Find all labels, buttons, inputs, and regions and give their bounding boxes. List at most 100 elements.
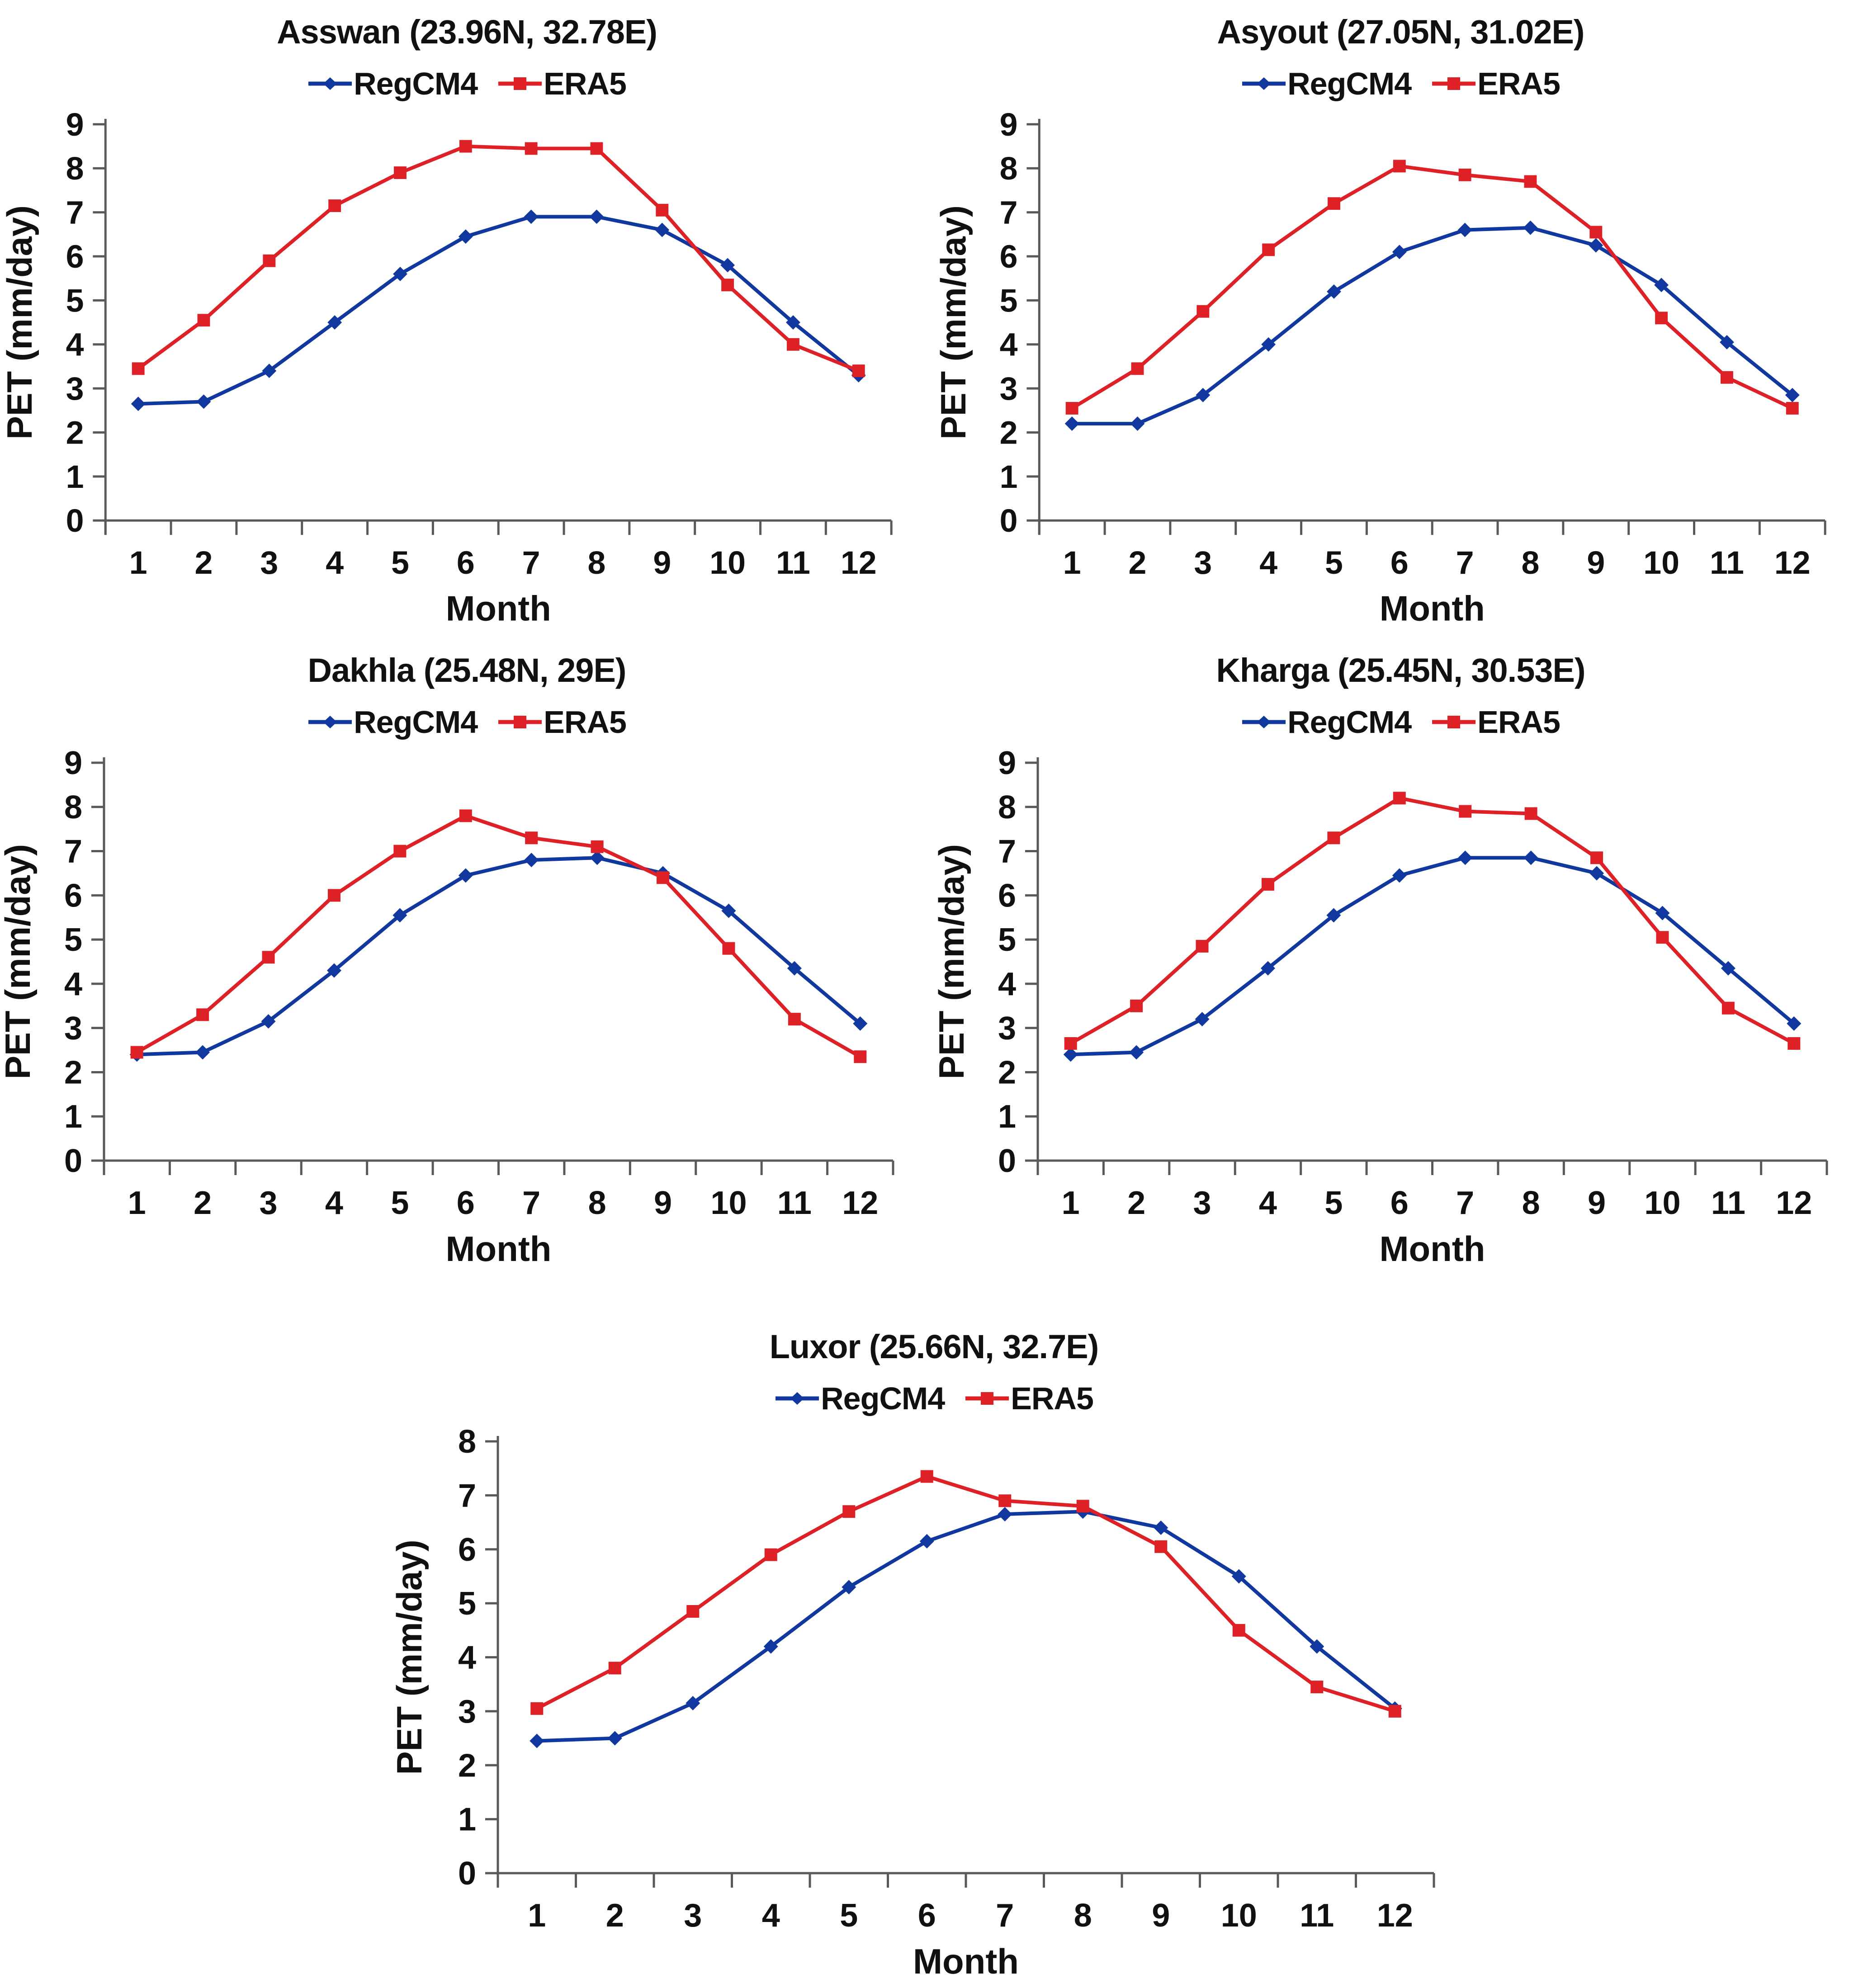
x-tick-label: 9: [654, 1185, 672, 1221]
y-tick-label: 4: [1000, 326, 1018, 363]
x-tick-label: 4: [1259, 545, 1277, 581]
x-tick-label: 1: [1063, 545, 1081, 581]
x-tick-label: 9: [653, 545, 671, 581]
y-axis-label: PET (mm/day): [0, 844, 38, 1079]
data-point: [1064, 1037, 1077, 1050]
x-tick-label: 10: [1644, 1185, 1680, 1221]
x-tick-label: 6: [457, 545, 475, 581]
data-point: [686, 1605, 699, 1618]
x-tick-label: 10: [1643, 545, 1679, 581]
y-tick-label: 7: [998, 834, 1016, 870]
x-tick-label: 11: [1711, 1185, 1745, 1221]
regcm4-line-diamond-icon: [1242, 716, 1286, 729]
x-tick-label: 4: [761, 1898, 780, 1934]
data-point: [656, 203, 669, 217]
data-point: [327, 889, 340, 902]
data-point: [655, 222, 670, 237]
x-tick-label: 4: [1259, 1185, 1277, 1221]
data-point: [1392, 245, 1407, 259]
legend-label-regcm4: RegCM4: [354, 704, 478, 740]
y-tick-label: 2: [64, 1055, 82, 1091]
y-tick-label: 8: [66, 151, 84, 187]
series-era5: [132, 140, 865, 377]
y-tick-label: 8: [458, 1426, 476, 1460]
data-point: [721, 903, 736, 918]
data-point: [1457, 222, 1472, 237]
y-axis-label: PET (mm/day): [934, 844, 971, 1079]
y-axis-label: PET (mm/day): [934, 205, 973, 439]
x-tick-label: 9: [1587, 545, 1605, 581]
y-tick-label: 4: [458, 1640, 476, 1676]
data-point: [196, 394, 211, 409]
data-point: [262, 363, 277, 378]
x-tick-label: 3: [1194, 545, 1212, 581]
x-tick-label: 4: [326, 545, 344, 581]
data-point: [195, 1045, 210, 1060]
data-point: [1065, 401, 1078, 415]
x-axis-label: Month: [446, 1229, 552, 1269]
y-tick-label: 3: [66, 371, 84, 407]
data-point: [920, 1470, 933, 1483]
x-tick-label: 2: [1127, 1185, 1145, 1221]
data-point: [722, 942, 735, 955]
y-tick-label: 8: [1000, 151, 1018, 187]
y-tick-label: 9: [64, 749, 82, 781]
era5-line-square-icon: [498, 77, 542, 90]
y-tick-label: 7: [66, 194, 84, 231]
x-tick-label: 11: [777, 1185, 812, 1221]
era5-line-square-icon: [1432, 77, 1476, 90]
data-point: [1261, 878, 1274, 891]
data-point: [1388, 1705, 1401, 1718]
data-point: [458, 229, 473, 244]
legend-luxor: RegCM4 ERA5: [775, 1378, 1094, 1419]
data-point: [997, 1507, 1012, 1522]
data-point: [763, 1639, 778, 1654]
x-tick-label: 10: [709, 545, 746, 581]
x-tick-label: 2: [1129, 545, 1147, 581]
x-tick-label: 3: [260, 545, 278, 581]
y-tick-label: 9: [66, 111, 84, 143]
data-point: [1196, 387, 1211, 402]
data-point: [1459, 805, 1472, 818]
x-tick-label: 7: [522, 545, 540, 581]
x-tick-label: 7: [522, 1185, 540, 1221]
data-point: [130, 1046, 143, 1059]
data-point: [1719, 335, 1734, 349]
data-point: [196, 1008, 209, 1021]
data-point: [608, 1662, 621, 1675]
data-point: [1458, 168, 1471, 181]
data-point: [1130, 999, 1143, 1012]
regcm4-line-diamond-icon: [308, 77, 352, 90]
data-point: [525, 142, 538, 155]
series-era5: [130, 809, 867, 1063]
data-point: [1076, 1500, 1089, 1513]
y-tick-label: 4: [64, 966, 82, 1002]
y-tick-label: 3: [1000, 371, 1018, 407]
y-tick-label: 6: [64, 878, 82, 914]
data-point: [530, 1702, 543, 1715]
y-tick-label: 8: [998, 789, 1016, 826]
x-axis-label: Month: [446, 589, 551, 628]
data-point: [1788, 1037, 1801, 1050]
data-point: [1131, 362, 1144, 375]
legend-item-regcm4: RegCM4: [775, 1380, 945, 1417]
data-point: [1231, 1569, 1246, 1584]
x-tick-label: 6: [457, 1185, 475, 1221]
legend-item-era5: ERA5: [965, 1380, 1094, 1417]
data-point: [764, 1548, 777, 1561]
data-point: [1787, 1016, 1802, 1031]
era5-line-square-icon: [965, 1392, 1009, 1405]
y-tick-label: 1: [64, 1099, 82, 1135]
y-tick-label: 7: [1000, 194, 1018, 231]
legend-item-regcm4: RegCM4: [307, 66, 478, 102]
data-point: [1327, 284, 1341, 299]
x-tick-label: 6: [917, 1898, 936, 1934]
data-point: [261, 1014, 276, 1029]
